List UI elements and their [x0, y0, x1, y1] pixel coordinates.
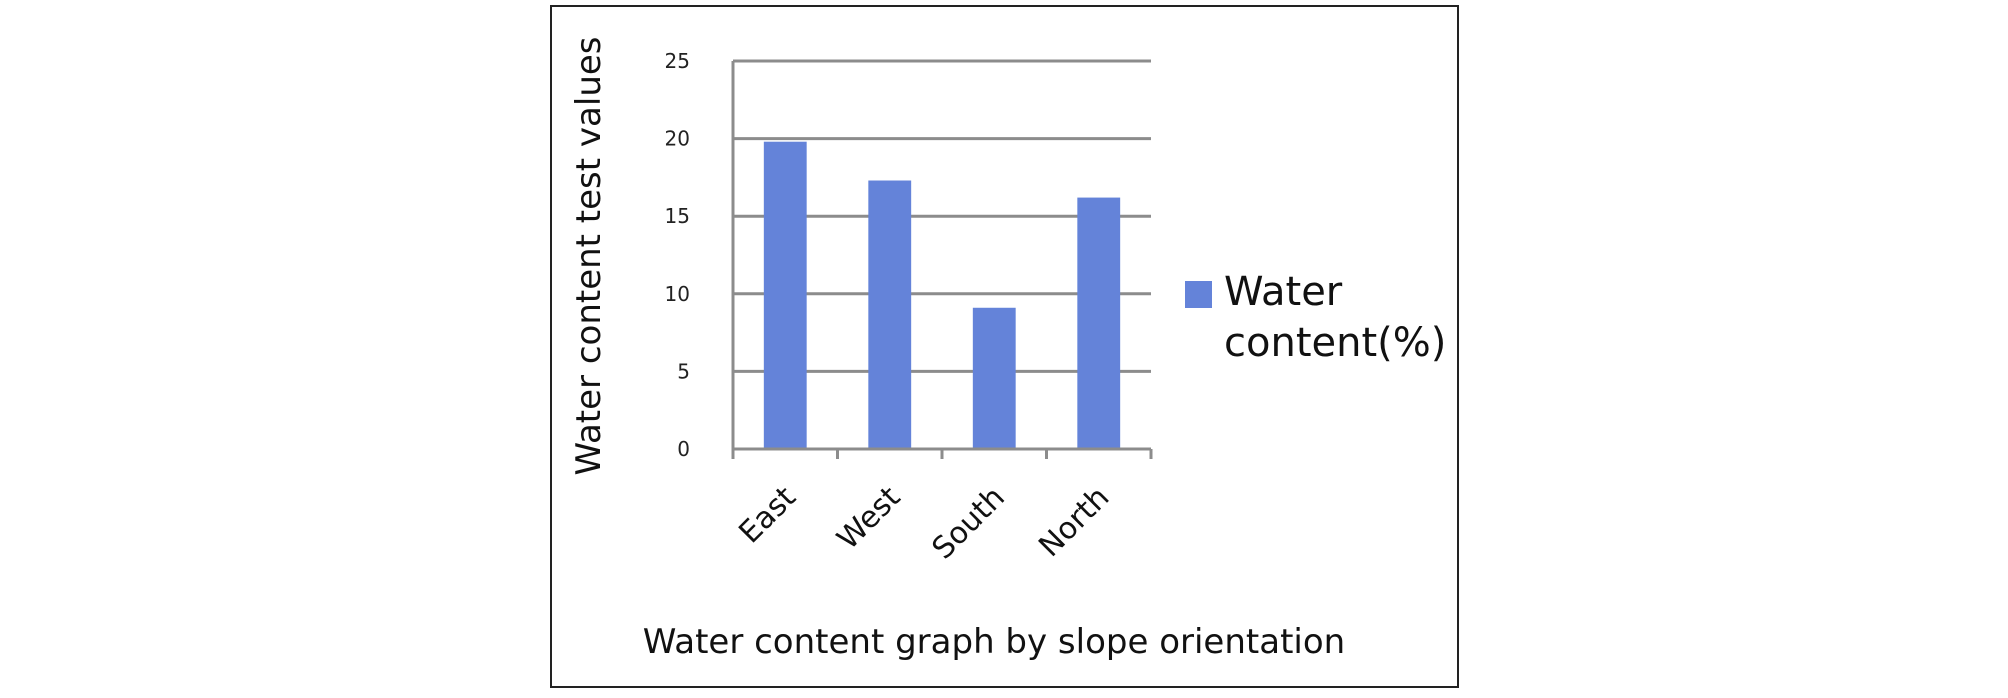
- legend-label-line: content(%): [1224, 320, 1446, 366]
- axes: [731, 61, 1153, 459]
- legend-label-line: Water: [1224, 269, 1343, 315]
- y-axis-title: Water content test values: [569, 37, 609, 476]
- y-tick-label: 10: [665, 282, 690, 306]
- y-tick-label: 5: [677, 359, 690, 383]
- bar-west: [868, 180, 912, 449]
- y-tick-label: 15: [665, 204, 690, 228]
- y-tick-labels: 0 5 10 15 20 25: [665, 49, 690, 461]
- legend-swatch: [1185, 281, 1212, 308]
- x-axis-title: Water content graph by slope orientation: [643, 622, 1345, 662]
- bar-south: [972, 307, 1016, 449]
- legend: Water content(%): [1185, 269, 1446, 366]
- bar-north: [1077, 197, 1121, 449]
- y-tick-label: 25: [665, 49, 690, 73]
- y-tick-label: 0: [677, 437, 690, 461]
- bar-east: [763, 141, 807, 450]
- y-tick-label: 20: [665, 127, 690, 151]
- bars: [763, 141, 1121, 450]
- legend-label: Water content(%): [1224, 269, 1446, 366]
